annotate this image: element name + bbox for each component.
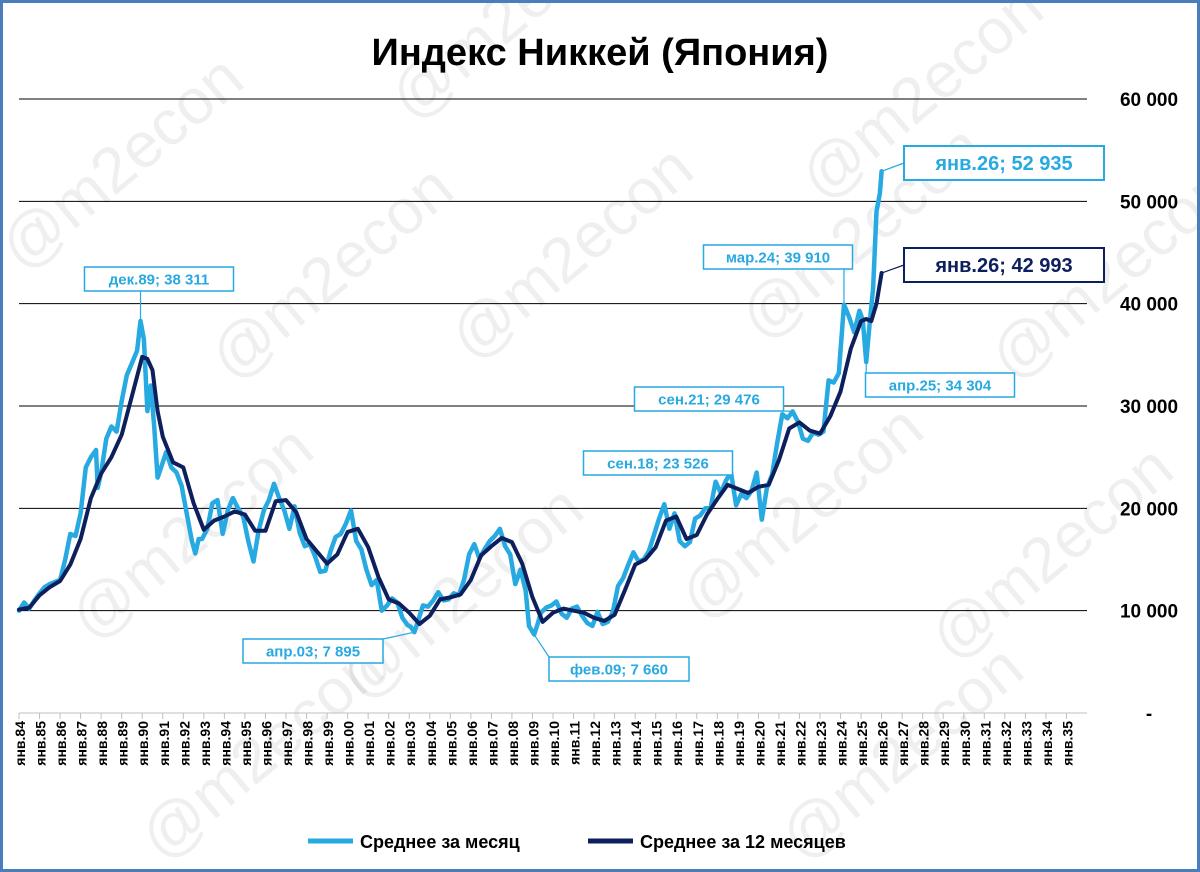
x-tick-label: янв.16 [669,721,685,766]
annotation-label: апр.25; 34 304 [889,377,992,394]
x-axis: янв.84 янв.85 янв.86 янв.87 янв.88 янв.89 янв.… [12,712,1087,766]
legend-label-monthly: Среднее за месяц [360,832,520,852]
annotation-leader [881,264,905,274]
x-tick-label: янв.23 [813,721,829,766]
annotation-box [702,244,854,270]
x-tick-label: янв.32 [998,721,1014,766]
annotation-label: мар.24; 39 910 [726,249,830,266]
x-tick-label: янв.35 [1059,721,1075,766]
x-tick-label: янв.31 [977,721,993,766]
x-tick-label: янв.15 [649,721,665,766]
x-tick-label: янв.05 [443,721,459,766]
x-tick-label: янв.22 [792,721,808,766]
legend-label-annual: Среднее за 12 месяцев [640,832,846,852]
x-tick-label: янв.20 [751,721,767,766]
x-tick-label: янв.04 [423,721,439,766]
annotation-leader [881,162,905,172]
x-tick-label: янв.06 [464,721,480,766]
y-tick-label: 40 000 [1120,295,1178,316]
annotation-box [582,450,734,476]
annotation-leader [382,631,415,640]
y-tick-label: 30 000 [1120,397,1178,418]
x-tick-label: янв.95 [238,721,254,766]
chart-title: Индекс Никкей (Япония) [372,32,829,74]
x-tick-label: янв.87 [74,721,90,766]
x-tick-label: янв.27 [895,721,911,766]
annotation-layer: дек.89; 38 311 апр.03; 7 895 фев.09; 7 660… [83,145,1105,682]
x-tick-label: янв.88 [94,721,110,766]
watermark-text: @m2econ [436,130,706,373]
x-tick-label: янв.84 [12,721,28,766]
x-tick-label: янв.34 [1039,721,1055,766]
series-layer [16,169,884,637]
x-tick-label: янв.19 [731,721,747,766]
watermark-text: @m2econ [916,430,1186,673]
annotation-box [83,266,235,292]
x-tick-label: янв.89 [115,721,131,766]
annotation-label: апр.03; 7 895 [266,643,360,660]
y-tick-label: 50 000 [1120,192,1178,213]
annotation-label: янв.26; 42 993 [934,255,1072,277]
y-tick-label: 20 000 [1120,499,1178,520]
x-tick-label: янв.12 [587,721,603,766]
watermark-text: @m2econ [196,150,466,393]
x-tick-label: янв.09 [525,721,541,766]
x-tick-label: янв.97 [279,721,295,766]
annotation-box [903,247,1105,283]
x-tick-label: янв.90 [135,721,151,766]
x-tick-label: янв.85 [33,721,49,766]
x-tick-label: янв.99 [320,721,336,766]
y-tick-label: 60 000 [1120,90,1178,111]
x-tick-label: янв.93 [197,721,213,766]
x-tick-label: янв.94 [217,721,233,766]
x-tick-label: янв.25 [854,721,870,766]
x-tick-label: янв.03 [402,721,418,766]
annotation-label: дек.89; 38 311 [109,271,209,288]
y-tick-label: 10 000 [1120,602,1178,623]
x-tick-label: янв.98 [300,721,316,766]
annotation-box [864,372,1016,398]
x-tick-label: янв.96 [258,721,274,766]
nikkei-chart: @m2econ@m2econ@m2econ @m2econ@m2econ@m2ec… [3,3,1197,869]
annotation-label: фев.09; 7 660 [570,661,668,678]
x-tick-label: янв.07 [484,721,500,766]
x-tick-label: янв.86 [53,721,69,766]
x-tick-label: янв.02 [382,721,398,766]
x-tick-label: янв.30 [957,721,973,766]
y-tick-label: - [1146,704,1152,725]
series-line-annual [17,271,884,626]
x-tick-label: янв.21 [772,721,788,766]
x-tick-label: янв.24 [834,721,850,766]
x-tick-label: янв.14 [628,721,644,766]
annotation-box [903,145,1105,181]
x-tick-label: янв.28 [916,721,932,766]
x-tick-label: янв.01 [361,721,377,766]
x-tick-label: янв.08 [505,721,521,766]
annotation-box [633,386,785,412]
x-tick-label: янв.29 [936,721,952,766]
annotation-label: янв.26; 52 935 [934,153,1072,175]
x-tick-label: янв.33 [1018,721,1034,766]
y-axis: - 10 000 20 000 30 000 40 000 50 000 60 000 [1120,90,1178,725]
legend: Среднее за месяц Среднее за 12 месяцев [308,832,846,852]
x-tick-label: янв.13 [608,721,624,766]
x-tick-label: янв.92 [176,721,192,766]
annotation-leader [533,634,550,658]
x-tick-label: янв.10 [546,721,562,766]
annotation-box [242,638,384,664]
annotation-box [548,656,690,682]
watermark-text: @m2econ [3,40,256,283]
annotation-label: сен.18; 23 526 [607,455,709,472]
x-tick-label: янв.17 [690,721,706,766]
x-tick-label: янв.11 [567,721,583,765]
x-tick-label: янв.91 [156,721,172,766]
x-tick-label: янв.26 [875,721,891,766]
x-tick-label: янв.18 [710,721,726,766]
annotation-label: сен.21; 29 476 [658,391,760,408]
x-tick-label: янв.00 [341,721,357,766]
